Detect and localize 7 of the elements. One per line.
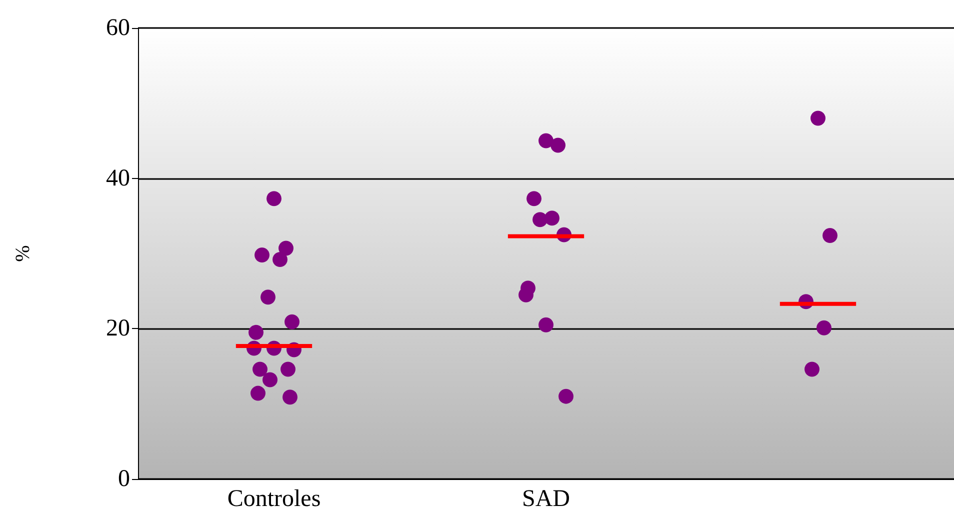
y-tick-label: 0 bbox=[118, 466, 130, 492]
y-axis-title: % bbox=[12, 245, 34, 262]
y-tick-label: 40 bbox=[106, 165, 130, 192]
x-tick-label: Controles bbox=[227, 486, 321, 512]
x-tick-label: SAD bbox=[522, 486, 570, 512]
y-tick-label: 20 bbox=[106, 316, 130, 342]
y-tick-label: 60 bbox=[106, 15, 130, 41]
